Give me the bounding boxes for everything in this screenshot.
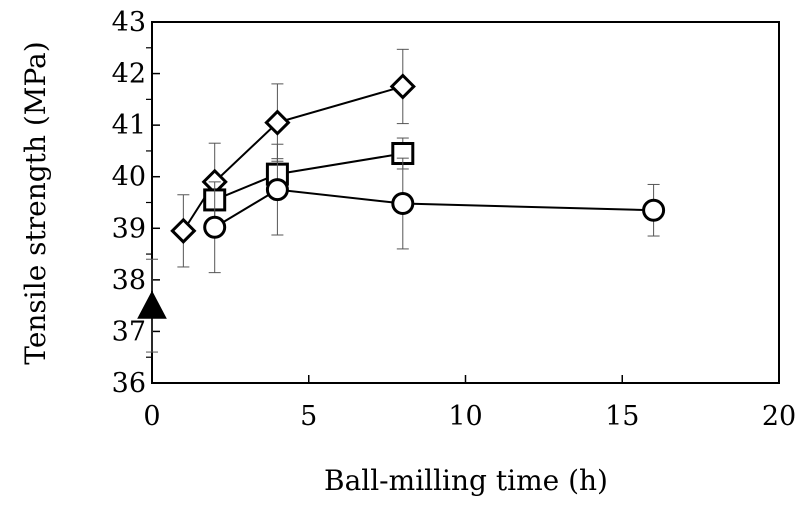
data-point-diamond xyxy=(170,217,197,244)
data-point-triangle xyxy=(137,290,167,319)
x-axis-title: Ball-milling time (h) xyxy=(324,464,608,497)
y-tick-label: 39 xyxy=(112,213,146,244)
x-tick-label: 15 xyxy=(605,401,639,432)
y-tick-label: 42 xyxy=(112,59,146,90)
y-tick-label: 41 xyxy=(112,110,146,141)
plot-area: 36 37 38 39 40 41 42 43 0 5 10 15 20 xyxy=(112,7,797,432)
x-tick-label: 5 xyxy=(300,401,317,432)
y-axis-title: Tensile strength (MPa) xyxy=(19,41,52,364)
data-point-diamond xyxy=(264,109,291,136)
y-tick-label: 40 xyxy=(112,162,146,193)
x-tick-label: 10 xyxy=(448,401,482,432)
y-tick-label: 43 xyxy=(112,7,146,38)
y-tick-label: 36 xyxy=(112,368,146,399)
x-tick-label: 20 xyxy=(762,401,796,432)
data-point-circle xyxy=(391,192,415,216)
data-point-circle xyxy=(265,178,289,202)
x-tick-label: 0 xyxy=(143,401,160,432)
plot-frame xyxy=(151,21,780,384)
y-tick-label: 37 xyxy=(112,316,146,347)
series-line-circle xyxy=(214,188,654,229)
data-point-circle xyxy=(642,198,666,222)
series-line-diamond xyxy=(182,85,404,232)
y-tick-label: 38 xyxy=(112,265,146,296)
data-point-diamond xyxy=(389,73,416,100)
data-point-circle xyxy=(203,215,227,239)
